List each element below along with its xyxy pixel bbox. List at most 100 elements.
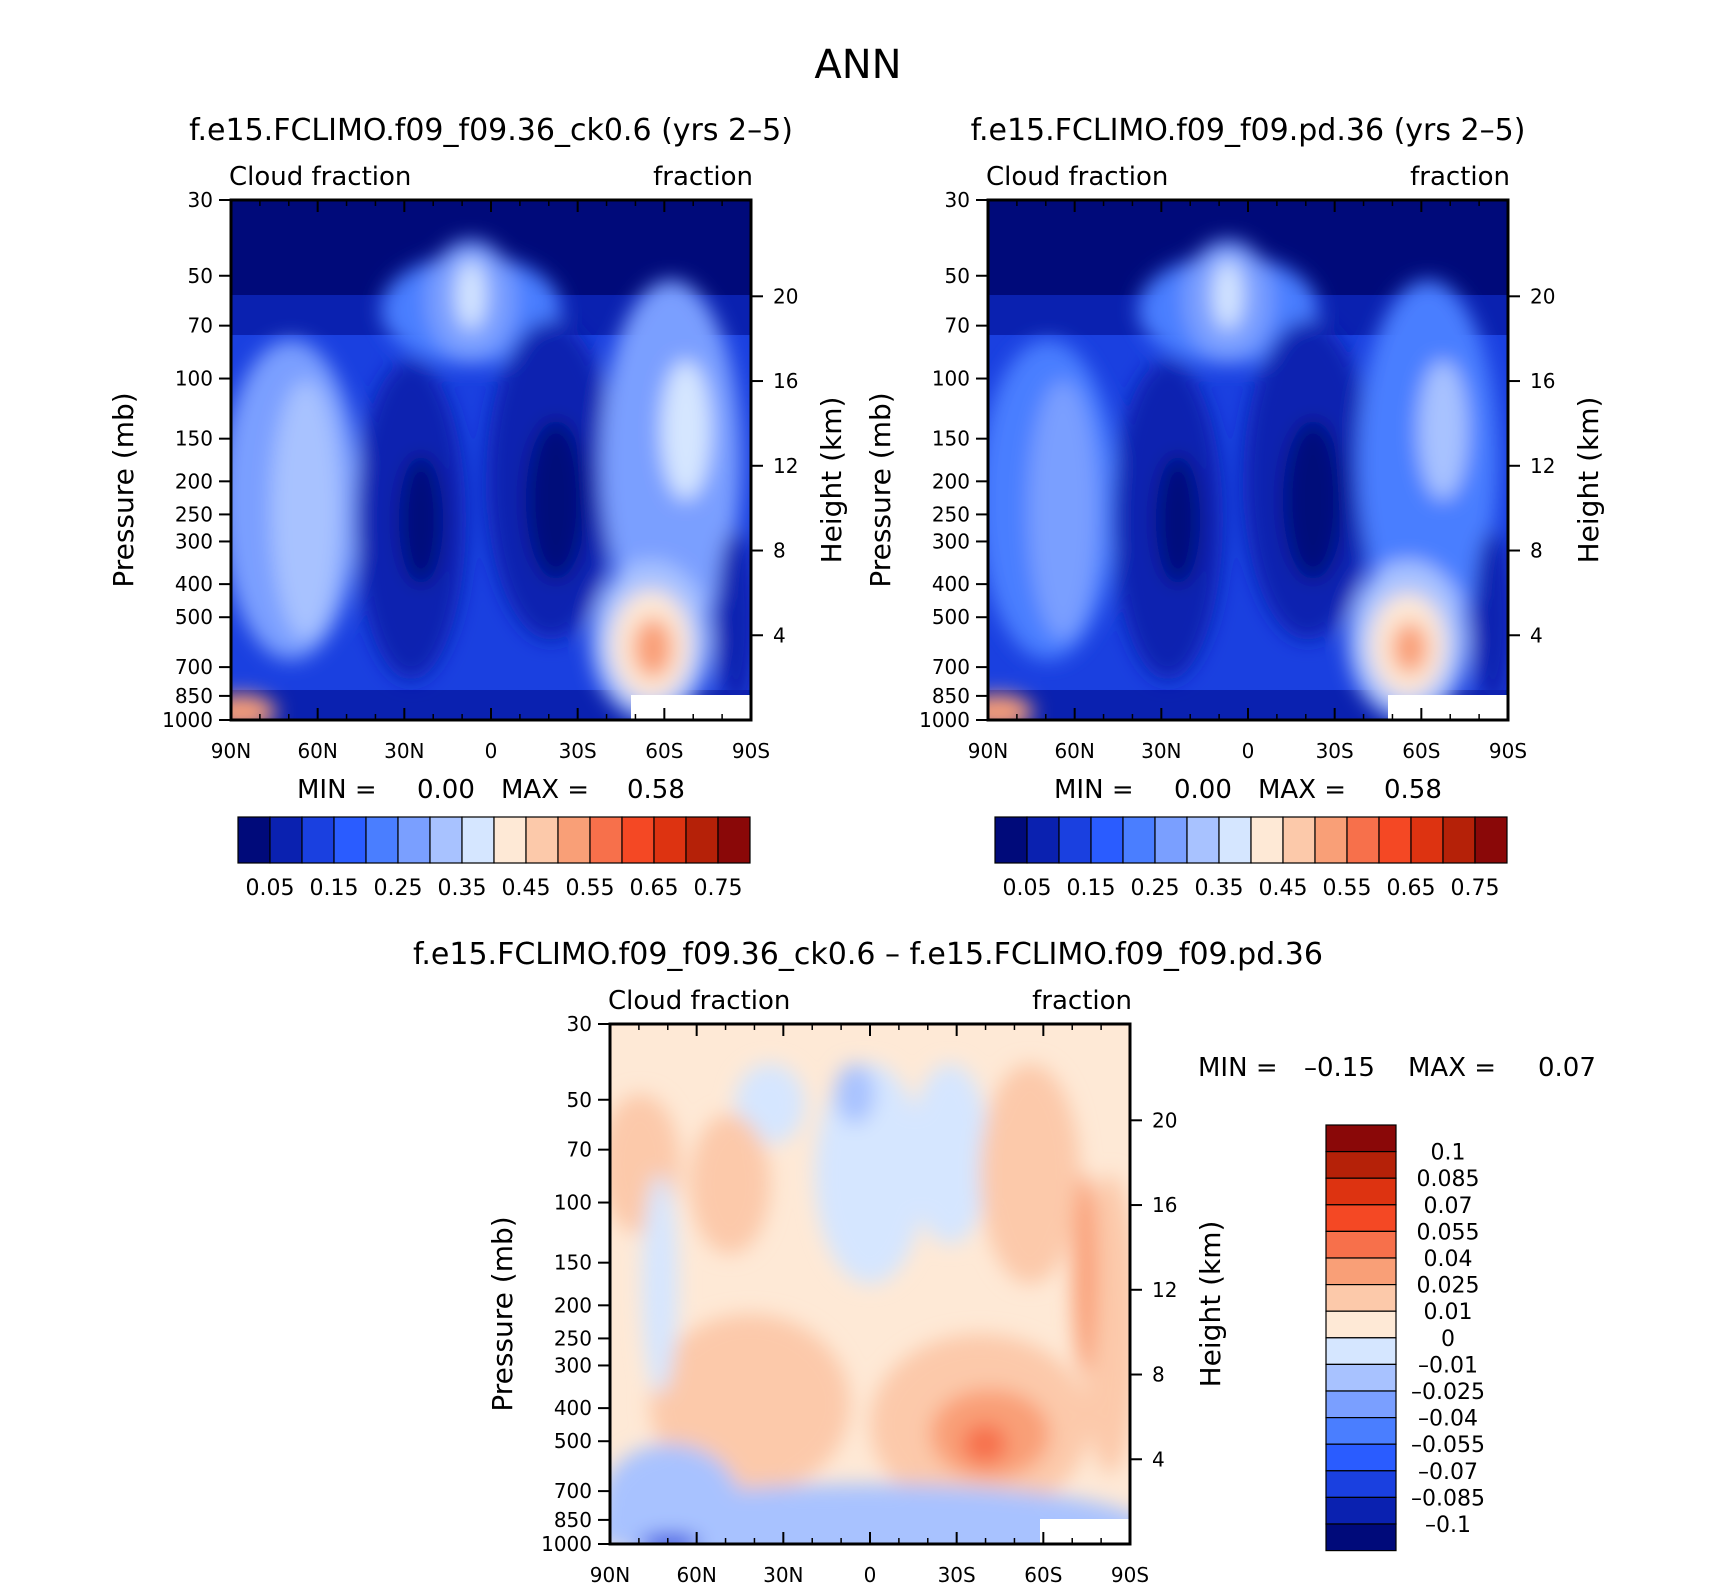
- colorbar-swatch: [653, 816, 687, 864]
- colorbar-label: 0.01: [1424, 1300, 1473, 1325]
- colorbar-swatch: [397, 816, 431, 864]
- y-axis-label: Pressure (mb): [864, 392, 897, 587]
- y-tick-label: 150: [175, 427, 213, 451]
- panel-b-left-label: Cloud fraction: [986, 162, 1168, 192]
- x-tick-label: 90N: [211, 739, 251, 763]
- colorbar-swatch: [1122, 816, 1156, 864]
- panel-diff-axes: 90N 60N 30N 0 30S 60S 90S 30 50 70 100 150 200 250 300…: [486, 1012, 1227, 1587]
- below-surface-mask: [1388, 695, 1508, 720]
- colorbar-swatch: [557, 816, 591, 864]
- colorbar-label: 0.45: [502, 876, 551, 901]
- y2-tick-label: 4: [1530, 623, 1543, 647]
- x-tick-label: 60S: [1402, 739, 1440, 763]
- y-tick-label: 700: [175, 655, 213, 679]
- panel-b-right-label: fraction: [1410, 162, 1510, 192]
- colorbar-label: 0.35: [1195, 876, 1244, 901]
- sh-midlat-cloud-core: [661, 360, 711, 500]
- panel-a-max-value: 0.58: [627, 775, 685, 805]
- colorbar-swatch: [1186, 816, 1220, 864]
- colorbar-swatch: [1325, 1523, 1397, 1552]
- y-tick-label: 70: [188, 314, 213, 338]
- panel-b-min-value: 0.00: [1174, 775, 1232, 805]
- below-surface-mask: [1040, 1519, 1130, 1544]
- y2-tick-label: 16: [1152, 1193, 1177, 1217]
- panel-b-max-label: MAX =: [1258, 775, 1346, 805]
- colorbar-label: –0.085: [1411, 1486, 1485, 1511]
- panel-a-min-label: MIN =: [297, 775, 377, 805]
- panel-b-colorbar: 0.05 0.15 0.25 0.35 0.45 0.55 0.65 0.75: [994, 816, 1508, 901]
- x-tick-label: 60S: [645, 739, 683, 763]
- colorbar-swatch: [1325, 1443, 1397, 1472]
- panel-a-max-label: MAX =: [501, 775, 589, 805]
- sh-subtropic-dry-core: [526, 420, 586, 580]
- y-tick-label: 150: [932, 427, 970, 451]
- colorbar-label: –0.01: [1418, 1353, 1478, 1378]
- colorbar-swatch: [1314, 816, 1348, 864]
- colorbar-label: –0.055: [1411, 1433, 1485, 1458]
- colorbar-swatch: [1442, 816, 1476, 864]
- colorbar-swatch: [1325, 1310, 1397, 1339]
- panel-b-frame: [986, 198, 1510, 722]
- sh-low-cloud-core: [1392, 622, 1428, 674]
- y-tick-label: 100: [932, 367, 970, 391]
- colorbar-swatch: [1250, 816, 1284, 864]
- panel-a-right-label: fraction: [653, 162, 753, 192]
- y-tick-label: 850: [554, 1508, 592, 1532]
- y-tick-label: 700: [932, 655, 970, 679]
- colorbar-swatch: [1346, 816, 1380, 864]
- y-tick-label: 70: [567, 1138, 592, 1162]
- colorbar-label: 0.05: [1003, 876, 1052, 901]
- x-tick-label: 90S: [732, 739, 770, 763]
- nh-mid-pos: [650, 1314, 850, 1494]
- x-tick-label: 30N: [763, 1563, 803, 1587]
- colorbar-swatch: [1325, 1284, 1397, 1312]
- panel-diff-left-label: Cloud fraction: [608, 986, 790, 1016]
- colorbar-label: 0.05: [246, 876, 295, 901]
- colorbar-label: 0.75: [1451, 876, 1500, 901]
- colorbar-label: 0.04: [1424, 1247, 1473, 1272]
- colorbar-label: 0.055: [1417, 1220, 1480, 1245]
- high-cloud-core-inner: [456, 260, 486, 330]
- panel-diff-max-value: 0.07: [1538, 1053, 1596, 1083]
- panel-diff-min-value: –0.15: [1304, 1053, 1375, 1083]
- panel-b-axes: 90N 60N 30N 0 30S 60S 90S 30 50 70 100 150 200 250 300…: [864, 188, 1605, 763]
- colorbar-swatch: [1154, 816, 1188, 864]
- upper-neg-region: [735, 1064, 805, 1144]
- y-tick-label: 300: [554, 1353, 592, 1377]
- colorbar-label: 0.35: [438, 876, 487, 901]
- x-tick-label: 30S: [938, 1563, 976, 1587]
- arctic-low-cloud: [231, 694, 276, 720]
- colorbar-swatch: [994, 816, 1028, 864]
- y-tick-label: 30: [188, 188, 213, 212]
- surface-neg-core: [640, 1534, 700, 1544]
- y-axis-label: Pressure (mb): [107, 392, 140, 587]
- colorbar-swatch: [237, 816, 271, 864]
- y-tick-label: 200: [932, 469, 970, 493]
- y-tick-label: 300: [175, 529, 213, 553]
- x-tick-label: 90S: [1489, 739, 1527, 763]
- colorbar-swatch: [1325, 1204, 1397, 1233]
- y-axis-label: Pressure (mb): [486, 1216, 519, 1411]
- sh-low-pos-inner: [963, 1424, 1007, 1464]
- y-tick-label: 500: [175, 605, 213, 629]
- colorbar-swatch: [301, 816, 335, 864]
- y-tick-label: 300: [932, 529, 970, 553]
- y-tick-label: 400: [932, 572, 970, 596]
- x-tick-label: 0: [485, 739, 498, 763]
- colorbar-swatch: [1058, 816, 1092, 864]
- colorbar-label: –0.1: [1425, 1513, 1471, 1538]
- y-tick-label: 150: [554, 1251, 592, 1275]
- y-tick-label: 30: [945, 188, 970, 212]
- polar-low-cloud: [1473, 530, 1508, 710]
- sh-subtropic-dry-core: [1283, 420, 1343, 580]
- nh-subtropic-dry-core: [1156, 455, 1200, 585]
- colorbar-swatch: [525, 816, 559, 864]
- y-tick-label: 100: [554, 1191, 592, 1215]
- panel-diff-title: f.e15.FCLIMO.f09_f09.36_ck0.6 – f.e15.FC…: [413, 937, 1323, 972]
- y2-tick-label: 12: [1530, 454, 1555, 478]
- panel-a-colorbar: 0.05 0.15 0.25 0.35 0.45 0.55 0.65 0.75: [237, 816, 751, 901]
- upper-neg-region-2: [815, 1064, 925, 1284]
- colorbar-swatch: [589, 816, 623, 864]
- colorbar-swatch: [685, 816, 719, 864]
- colorbar-swatch: [365, 816, 399, 864]
